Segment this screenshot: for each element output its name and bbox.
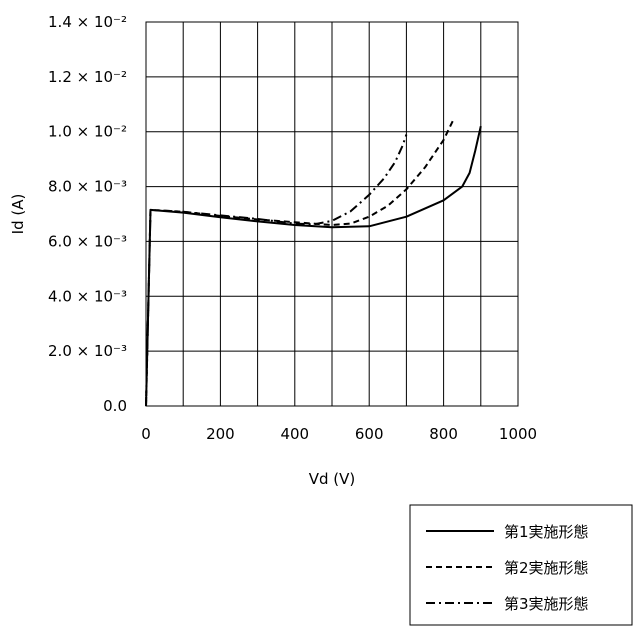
x-tick-label: 400 <box>280 425 309 443</box>
x-tick-label: 1000 <box>499 425 537 443</box>
series-layer <box>146 121 481 406</box>
x-axis-ticks: 0 200 400 600 800 1000 <box>141 425 537 443</box>
y-tick-label: 1.4 × 10⁻² <box>48 13 127 31</box>
series-line-1 <box>146 126 481 406</box>
legend-label-1: 第1実施形態 <box>504 523 589 541</box>
x-axis-title: Vd (V) <box>309 470 356 488</box>
y-tick-label: 4.0 × 10⁻³ <box>48 287 127 305</box>
y-axis-title: Id (A) <box>9 194 27 235</box>
series-line-3 <box>146 135 406 407</box>
y-tick-label: 1.0 × 10⁻² <box>48 123 127 141</box>
y-tick-label: 6.0 × 10⁻³ <box>48 232 127 250</box>
y-tick-label: 2.0 × 10⁻³ <box>48 342 127 360</box>
y-axis-ticks: 0.0 2.0 × 10⁻³ 4.0 × 10⁻³ 6.0 × 10⁻³ 8.0 × 1… <box>48 13 127 415</box>
y-tick-label: 0.0 <box>103 397 127 415</box>
y-tick-label: 1.2 × 10⁻² <box>48 68 127 86</box>
legend: 第1実施形態第2実施形態第3実施形態 <box>410 505 632 625</box>
legend-label-2: 第2実施形態 <box>504 559 589 577</box>
x-tick-label: 200 <box>206 425 235 443</box>
y-tick-label: 8.0 × 10⁻³ <box>48 178 127 196</box>
x-tick-label: 0 <box>141 425 151 443</box>
x-tick-label: 600 <box>355 425 384 443</box>
x-tick-label: 800 <box>429 425 458 443</box>
legend-label-3: 第3実施形態 <box>504 595 589 613</box>
